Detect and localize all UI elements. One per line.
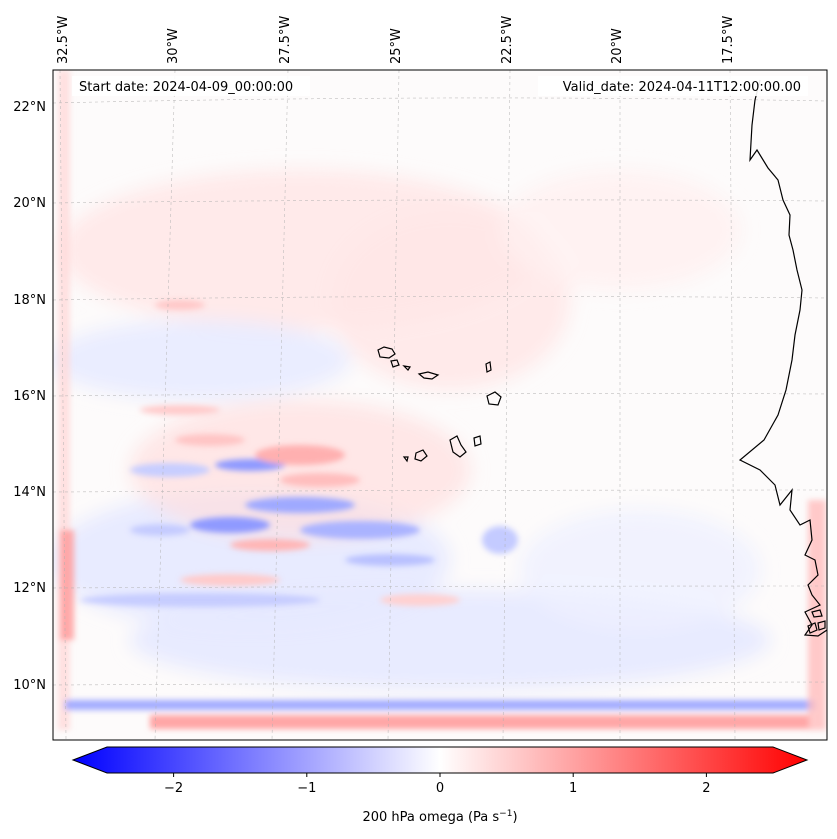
map-frame — [52, 69, 828, 741]
lon-label-27-5w: 27.5°W — [278, 16, 293, 64]
lat-label-18n: 18°N — [13, 293, 46, 308]
lat-label-20n: 20°N — [13, 196, 46, 211]
colorbar-tick-label: −2 — [164, 781, 183, 796]
start-date-label: Start date: 2024-04-09_00:00:00 — [79, 80, 293, 95]
omega-boundary-bands — [58, 70, 826, 730]
colorbar-tick-label: 0 — [436, 781, 444, 796]
colorbar: −2 −1 0 1 2 200 hPa omega (Pa s−1) — [71, 746, 809, 825]
valid-date-box: Valid_date: 2024-04-11T12:00:00.00 — [538, 76, 808, 96]
cape-verde-island-santo-antao — [377, 346, 396, 359]
coastlines — [377, 79, 827, 637]
cape-verde-island-maio — [473, 435, 482, 447]
cape-verde-island-santiago — [449, 435, 467, 458]
omega-field-waves — [80, 300, 518, 607]
valid-date-label: Valid_date: 2024-04-11T12:00:00.00 — [563, 80, 801, 95]
lon-label-30w: 30°W — [166, 28, 181, 64]
cape-verde-island-sal — [485, 361, 492, 373]
colorbar-ticks: −2 −1 0 1 2 — [164, 773, 711, 796]
lon-label-22-5w: 22.5°W — [500, 16, 515, 64]
colorbar-tick-label: 2 — [702, 781, 710, 796]
west-africa-coastline — [738, 79, 827, 637]
graticule — [53, 70, 827, 740]
colorbar-tick-label: 1 — [569, 781, 577, 796]
colorbar-title: 200 hPa omega (Pa s−1) — [362, 809, 517, 825]
lat-label-10n: 10°N — [13, 678, 46, 693]
start-date-box: Start date: 2024-04-09_00:00:00 — [72, 76, 310, 96]
cape-verde-island-sao-nicolau — [417, 371, 440, 380]
map-plot-area: Start date: 2024-04-09_00:00:00 Valid_da… — [53, 70, 827, 740]
lon-label-32-5w: 32.5°W — [56, 16, 71, 64]
lat-label-22n: 22°N — [13, 100, 46, 115]
lat-label-12n: 12°N — [13, 581, 46, 596]
cape-verde-island-santa-luzia — [402, 365, 412, 371]
cape-verde-island-sao-vicente — [390, 359, 400, 368]
colorbar-tick-label: −1 — [297, 781, 316, 796]
lat-label-14n: 14°N — [13, 485, 46, 500]
lon-label-25w: 25°W — [389, 28, 404, 64]
lat-label-16n: 16°N — [13, 389, 46, 404]
latitude-labels: 22°N 20°N 18°N 16°N 14°N 12°N 10°N — [13, 100, 46, 693]
cape-verde-island-boa-vista — [486, 391, 502, 406]
lon-label-17-5w: 17.5°W — [721, 16, 736, 64]
cape-verde-island-brava — [402, 456, 409, 463]
bijagos-islands — [807, 609, 826, 634]
colorbar-body — [71, 746, 809, 774]
cape-verde-island-fogo — [414, 449, 428, 462]
longitude-labels: 32.5°W 30°W 27.5°W 25°W 22.5°W 20°W 17.5… — [56, 16, 736, 64]
lon-label-20w: 20°W — [610, 28, 625, 64]
